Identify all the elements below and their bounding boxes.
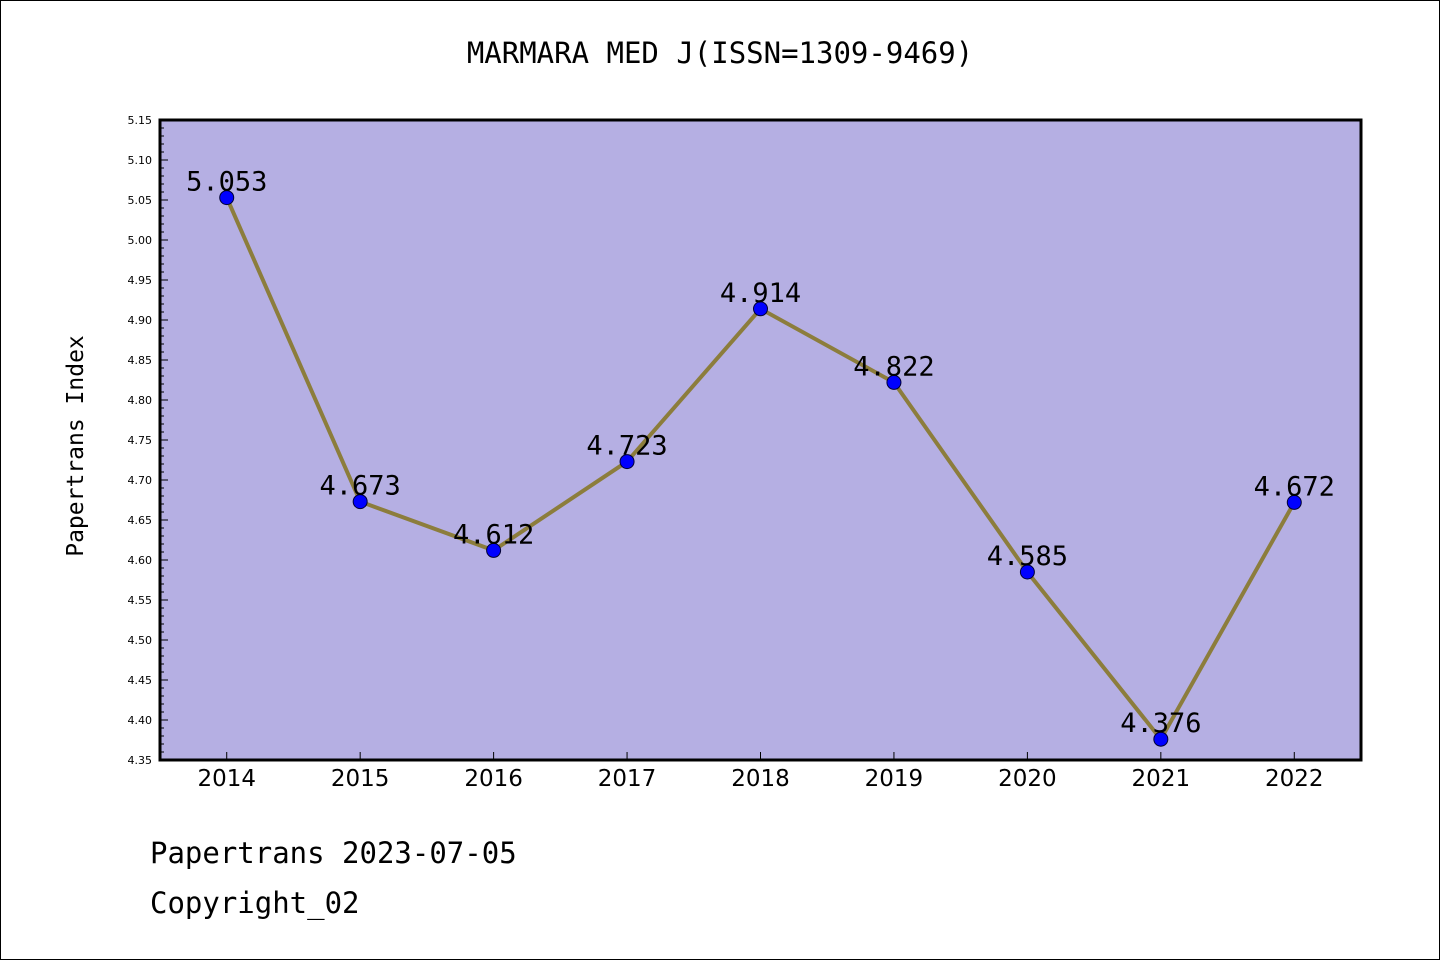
y-tick-label: 4.85 [128,354,153,367]
data-label: 4.822 [853,351,934,382]
data-label: 4.376 [1120,708,1201,739]
y-tick-label: 5.10 [128,154,153,167]
x-tick-label: 2016 [464,766,523,792]
data-point [219,190,235,206]
x-tick-label: 2014 [197,766,256,792]
data-label: 4.612 [453,519,534,550]
y-tick-label: 4.55 [128,594,153,607]
y-tick-label: 4.50 [128,634,153,647]
footer-copyright: Copyright_02 [150,886,360,920]
y-tick-label: 4.80 [128,394,153,407]
y-tick-label: 5.00 [128,234,153,247]
y-tick-label: 4.65 [128,514,153,527]
chart-title: MARMARA MED J(ISSN=1309-9469) [466,36,974,70]
x-tick-label: 2017 [598,766,657,792]
data-labels: 5.053 4.673 4.612 4.723 4.914 4.822 4.585 4.376… [186,167,1335,740]
data-point [619,454,635,470]
y-tick-label: 4.40 [128,714,153,727]
data-label: 4.673 [320,471,401,502]
data-label: 4.914 [720,278,801,309]
x-tick-label: 2019 [865,766,924,792]
data-label: 4.585 [987,541,1068,572]
footer-date: Papertrans 2023-07-05 [150,836,517,870]
x-tick-label: 2015 [331,766,390,792]
x-tick-label: 2018 [731,766,790,792]
series-markers [219,190,1302,747]
y-tick-label: 4.90 [128,314,153,327]
x-tick-label: 2022 [1265,766,1324,792]
data-point [1153,731,1169,747]
data-label: 4.672 [1254,471,1335,502]
y-tick-label: 4.60 [128,554,153,567]
data-point [486,542,502,558]
data-label: 4.723 [586,431,667,462]
data-point [753,301,768,317]
y-tick-label: 4.70 [128,474,153,487]
y-tick-label: 5.15 [128,114,153,127]
y-tick-label: 4.75 [128,434,153,447]
plot-area [158,118,1363,762]
x-tick-label: 2021 [1132,766,1191,792]
y-tick-label: 4.35 [128,754,153,767]
x-tick-label: 2020 [998,766,1057,792]
y-axis: 4.35 4.40 4.45 4.50 4.55 4.60 4.65 4.70 4.75 4.80… [128,114,168,767]
data-point [352,494,368,510]
y-tick-label: 4.45 [128,674,153,687]
data-point [1019,564,1035,580]
data-point [886,374,902,390]
data-label: 5.053 [186,167,267,198]
y-tick-label: 4.95 [128,274,153,287]
data-point [1286,494,1302,510]
y-tick-label: 5.05 [128,194,153,207]
x-axis: 2014 2015 2016 2017 2018 2019 2020 2021 2022 [197,752,1324,792]
